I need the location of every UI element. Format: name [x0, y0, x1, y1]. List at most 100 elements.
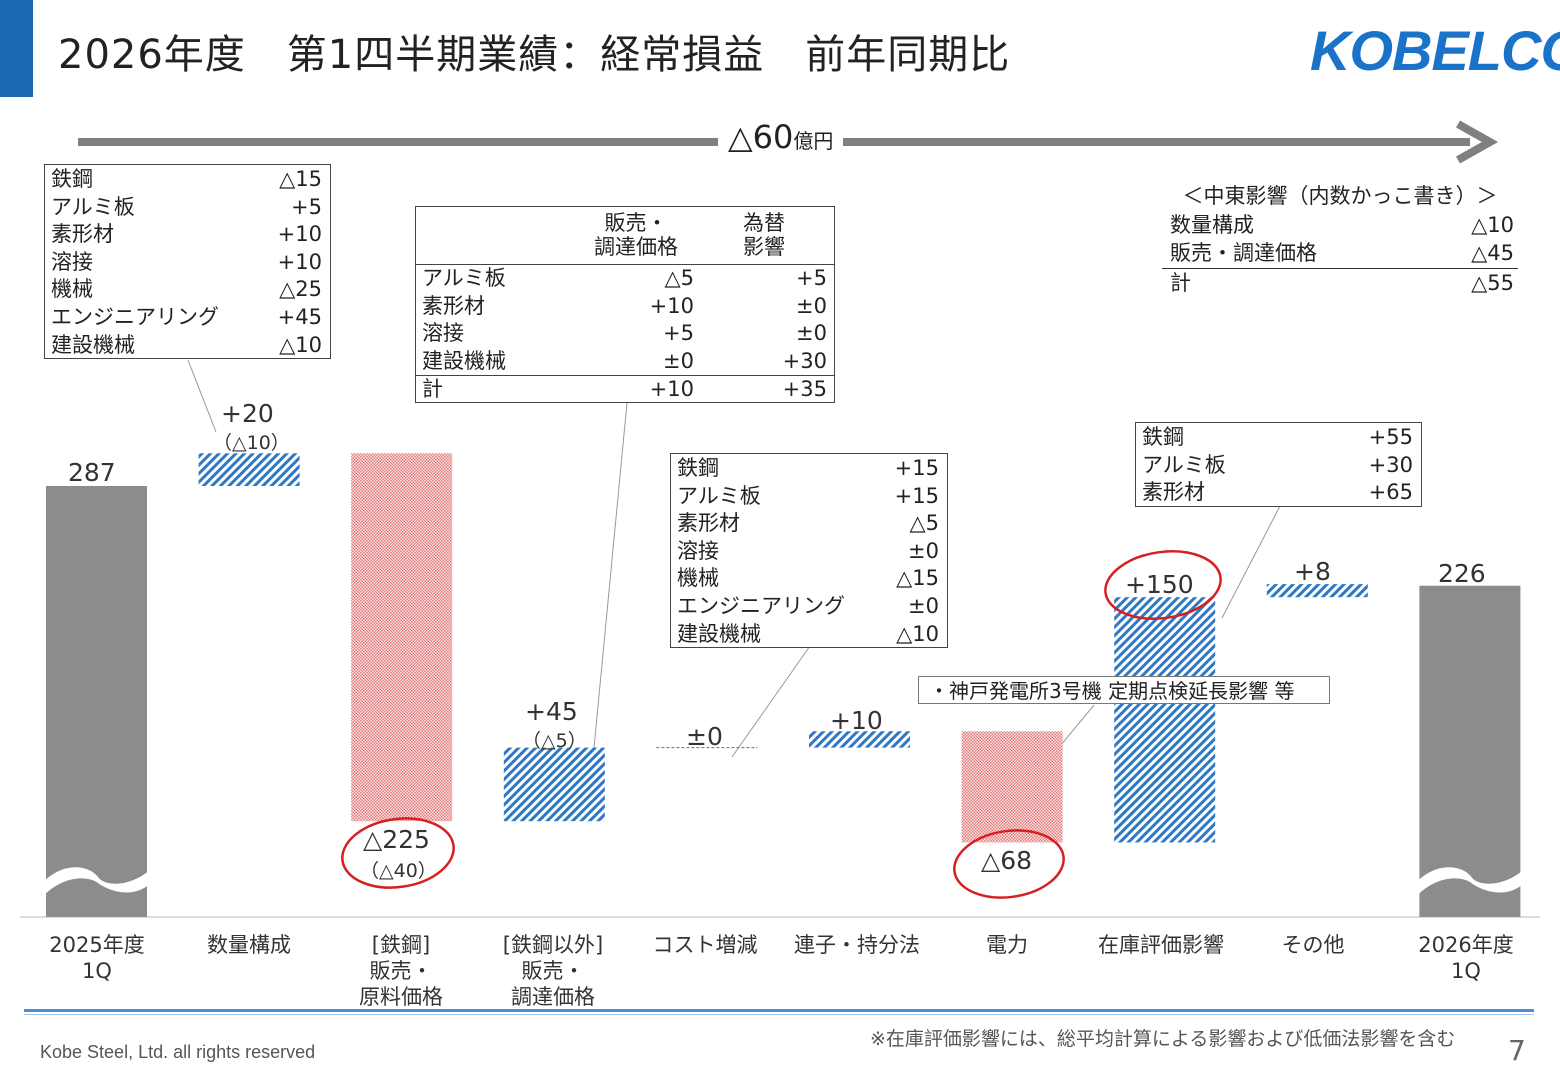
cost-breakdown-box: 鉄鋼 +15 アルミ板 +15 素形材 △5 溶接 ±0 機械 △15 エンジニアリング ±… [670, 453, 948, 648]
cost-row: 建設機械 △10 [671, 621, 947, 649]
segment-name: アルミ板 [1142, 452, 1226, 477]
middle-east-impact-box: ＜中東影響（内数かっこ書き）＞ 数量構成 △10 販売・調達価格 △45 計 △55 [1162, 182, 1518, 297]
volume-row: エンジニアリング +45 [45, 304, 330, 332]
fx-value: ±0 [796, 321, 827, 346]
data-label-2026-1q: 226 [1438, 559, 1486, 588]
total-change-value: △60 [728, 118, 794, 156]
category-cost: コスト増減 [652, 933, 758, 957]
segment-name: アルミ板 [677, 483, 761, 508]
segment-name: エンジニアリング [677, 593, 845, 618]
segment-name: エンジニアリング [51, 304, 219, 329]
middle-east-row: 販売・調達価格 △45 [1162, 239, 1518, 269]
segment-value: +55 [1368, 425, 1413, 449]
fx-value: ±0 [796, 293, 827, 318]
price-row: 建設機械 ±0 +30 [416, 348, 834, 377]
cost-row: 鉄鋼 +15 [671, 455, 947, 483]
bar-2026-1q [1419, 585, 1521, 917]
segment-name: 鉄鋼 [677, 456, 719, 480]
segment-name: アルミ板 [51, 194, 135, 219]
segment-name: 鉄鋼 [51, 167, 93, 191]
data-label-inventory: +150 [1125, 570, 1194, 599]
cost-row: エンジニアリング ±0 [671, 593, 947, 621]
data-label-steel-price: △225 [363, 825, 430, 854]
page-number: 7 [1508, 1034, 1526, 1067]
highlight-circle-power [953, 829, 1065, 899]
segment-value: ±0 [908, 538, 939, 563]
volume-row: 素形材 +10 [45, 221, 330, 249]
segment-name: 鉄鋼 [1142, 425, 1184, 449]
segment-value: △5 [909, 511, 939, 536]
total-change-label: △60億円 [718, 118, 844, 156]
total-change-unit: 億円 [793, 129, 834, 153]
segment-name: 建設機械 [51, 332, 135, 357]
segment-value: △10 [896, 621, 939, 646]
cost-row: 機械 △15 [671, 565, 947, 593]
item-name: 数量構成 [1170, 212, 1254, 237]
price-row: アルミ板 △5 +5 [416, 265, 834, 293]
segment-name: 素形材 [1142, 480, 1205, 505]
segment-name: 素形材 [677, 511, 740, 536]
price-row: 溶接 +5 ±0 [416, 320, 834, 348]
category-2026-1q: 2026年度 1Q [1418, 933, 1514, 983]
segment-value: +30 [1368, 452, 1413, 477]
inventory-row: アルミ板 +30 [1136, 452, 1421, 480]
data-label-nonsteel-price: +45 [525, 697, 578, 726]
segment-name: 素形材 [51, 222, 114, 247]
inventory-row: 鉄鋼 +55 [1136, 424, 1421, 452]
segment-name: 溶接 [422, 321, 464, 346]
bar-power [961, 731, 1063, 843]
power-note: ・神戸発電所3号機 定期点検延長影響 等 [918, 676, 1330, 704]
leader-line-price [593, 402, 628, 749]
sub-label-nonsteel-price: （△5） [522, 730, 587, 752]
axis-break-2025-1q [42, 867, 151, 897]
segment-value: △10 [279, 332, 322, 357]
total-name: 計 [1170, 270, 1191, 295]
price-fx-breakdown-box: 販売・ 調達価格 為替 影響 アルミ板 △5 +5 素形材 +10 ±0 溶接 +5 ±0 … [415, 206, 835, 403]
category-volume: 数量構成 [207, 933, 291, 957]
leader-line-volume [187, 359, 217, 433]
category-nonsteel-price: [鉄鋼以外] 販売・ 調達価格 [502, 933, 604, 1009]
data-label-volume: +20 [221, 399, 274, 428]
kobelco-logo: KOBELCO [1310, 19, 1560, 82]
total-name: 計 [422, 377, 443, 402]
title-accent-bar [0, 0, 33, 97]
header-fx: 為替 影響 [743, 211, 785, 259]
footer-rule [24, 1009, 1534, 1015]
fx-total: +35 [782, 377, 827, 402]
fx-value: +5 [796, 266, 827, 290]
segment-value: +10 [277, 222, 322, 247]
leader-line-inventory [1221, 505, 1281, 619]
segment-value: ±0 [908, 593, 939, 618]
price-value: ±0 [663, 348, 694, 373]
cost-row: 素形材 △5 [671, 510, 947, 538]
segment-value: △15 [896, 566, 939, 591]
price-value: +10 [649, 293, 694, 318]
bar-volume [198, 453, 300, 486]
data-label-affiliates: +10 [830, 706, 883, 735]
header-price: 販売・ 調達価格 [594, 211, 678, 259]
price-value: +5 [663, 321, 694, 346]
page-title: 2026年度 第1四半期業績：経常損益 前年同期比 [58, 32, 1011, 78]
middle-east-total-row: 計 △55 [1162, 269, 1518, 298]
segment-name: 機械 [677, 566, 719, 591]
inventory-row: 素形材 +65 [1136, 479, 1421, 507]
segment-value: +5 [291, 194, 322, 219]
segment-value: +10 [277, 249, 322, 274]
bar-affiliates [809, 731, 910, 748]
segment-name: 建設機械 [677, 621, 761, 646]
volume-breakdown-box: 鉄鋼 △15 アルミ板 +5 素形材 +10 溶接 +10 機械 △25 エンジニアリング… [44, 164, 331, 359]
data-label-power: △68 [981, 846, 1033, 875]
highlight-circle-steel-price [341, 817, 455, 889]
segment-name: 溶接 [51, 249, 93, 274]
copyright: Kobe Steel, Ltd. all rights reserved [40, 1042, 316, 1062]
segment-name: 素形材 [422, 293, 485, 318]
data-label-other: +8 [1294, 557, 1331, 586]
category-power: 電力 [986, 933, 1028, 957]
data-label-2025-1q: 287 [68, 458, 116, 487]
middle-east-row: 数量構成 △10 [1162, 211, 1518, 240]
volume-row: 溶接 +10 [45, 249, 330, 277]
volume-row: アルミ板 +5 [45, 194, 330, 222]
item-value: △10 [1471, 212, 1514, 237]
axis-break-2026-1q [1415, 867, 1525, 897]
